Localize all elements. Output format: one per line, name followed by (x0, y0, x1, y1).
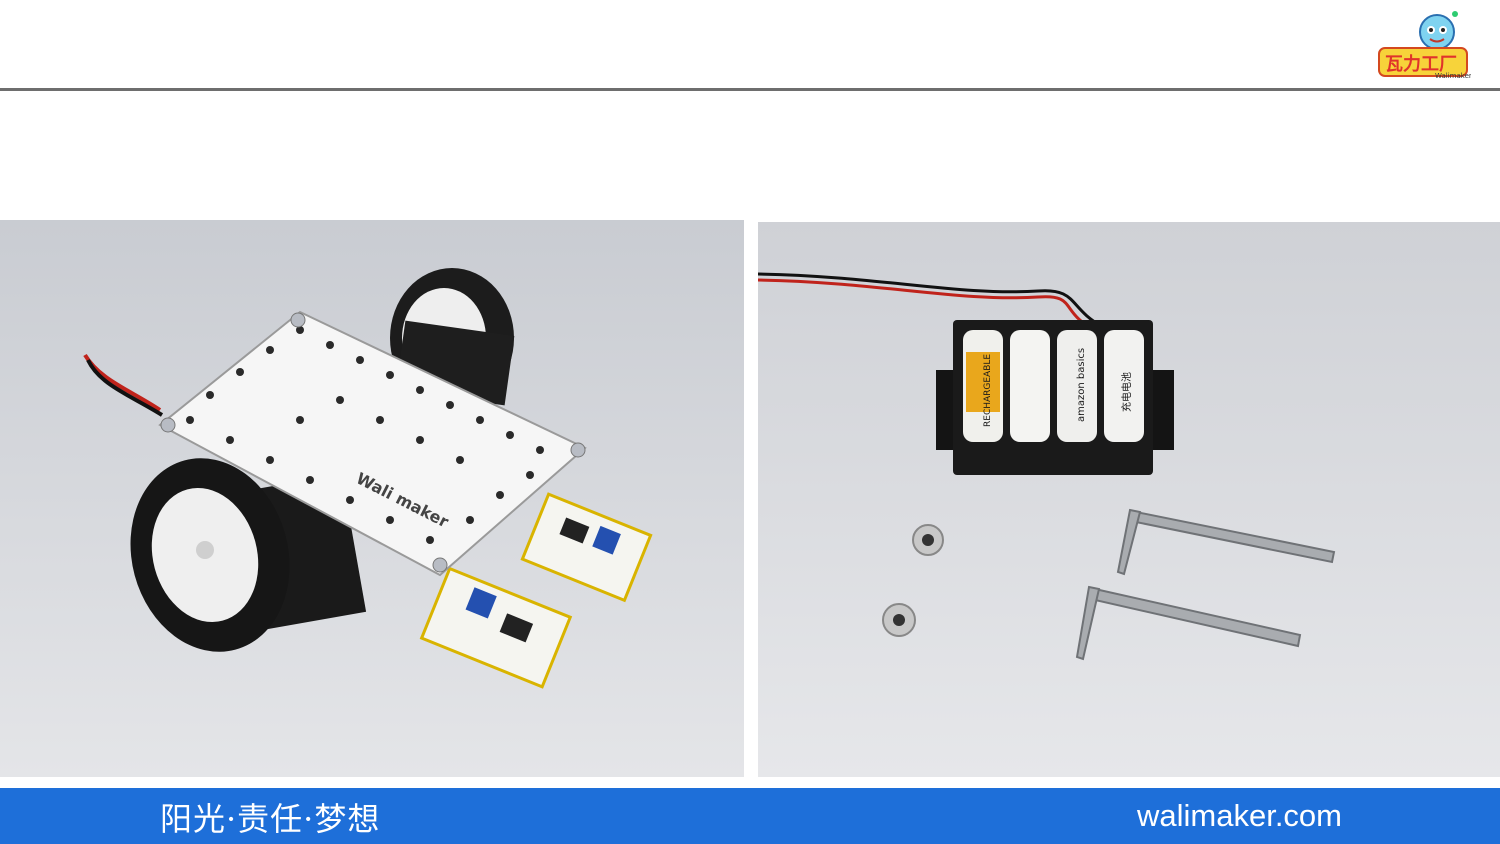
spacer-rings (882, 524, 944, 637)
battery-label-3: amazon basics (1076, 348, 1087, 422)
parts-photo: RECHARGEABLE amazon basics 充电电池 (758, 222, 1500, 777)
robot-car-photo: Wali maker (0, 220, 744, 777)
walimaker-mascot-icon: 瓦力工厂 Walimaker (1378, 11, 1472, 80)
logo-text: 瓦力工厂 (1385, 54, 1457, 75)
walimaker-logo: 瓦力工厂 Walimaker (1375, 8, 1472, 80)
battery-label-1: RECHARGEABLE (983, 354, 993, 427)
header-divider (0, 88, 1500, 91)
battery-cells (963, 330, 1144, 442)
footer-website[interactable]: walimaker.com (1137, 798, 1342, 833)
battery-label-4: 充电电池 (1120, 372, 1133, 412)
logo-subtext: Walimaker (1435, 72, 1471, 80)
footer-bar: 阳光·责任·梦想 walimaker.com (0, 788, 1500, 844)
footer-slogan: 阳光·责任·梦想 (160, 800, 381, 838)
l-brackets (1075, 508, 1336, 661)
